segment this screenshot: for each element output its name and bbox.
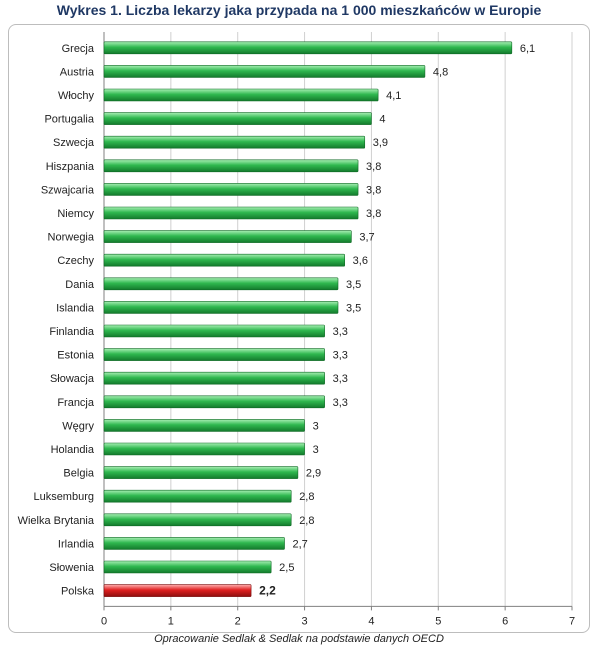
value-label: 3,9 xyxy=(373,137,388,149)
value-label: 4 xyxy=(379,114,385,126)
bar-dania xyxy=(103,277,339,291)
value-label: 3,5 xyxy=(346,302,361,314)
category-label: Belgia xyxy=(63,468,94,480)
bar-szwajcaria xyxy=(103,183,359,196)
bar-finlandia xyxy=(103,324,325,338)
category-label: Austria xyxy=(60,66,95,78)
category-label: Szwecja xyxy=(53,137,95,149)
bar-niemcy xyxy=(103,206,359,220)
value-label: 2,8 xyxy=(299,491,314,503)
value-label: 3 xyxy=(313,420,319,432)
category-label: Islandia xyxy=(56,302,95,314)
category-label: Hiszpania xyxy=(46,161,95,173)
category-label: Luksemburg xyxy=(33,491,94,503)
bar-islandia xyxy=(103,301,339,314)
category-label: Dania xyxy=(65,279,95,291)
value-label: 2,2 xyxy=(259,584,276,598)
bars xyxy=(103,41,513,597)
value-label: 4,1 xyxy=(386,90,401,102)
bar-włochy xyxy=(103,88,379,102)
bar-węgry xyxy=(103,419,305,432)
source-caption: Opracowanie Sedlak & Sedlak na podstawie… xyxy=(154,633,444,645)
x-tick-label: 4 xyxy=(368,615,374,627)
category-label: Norwegia xyxy=(48,232,95,244)
bar-irlandia xyxy=(103,537,285,550)
x-tick-label: 7 xyxy=(569,615,575,627)
category-label: Irlandia xyxy=(58,538,95,550)
category-label: Finlandia xyxy=(49,326,95,338)
category-label: Portugalia xyxy=(44,114,94,126)
value-label: 3 xyxy=(313,444,319,456)
value-label: 3,8 xyxy=(366,161,381,173)
category-label: Słowenia xyxy=(49,562,95,574)
bar-portugalia xyxy=(103,112,372,125)
bar-wielka-brytania xyxy=(103,513,292,527)
bar-austria xyxy=(103,65,426,78)
category-label: Czechy xyxy=(57,255,94,267)
value-label: 3,8 xyxy=(366,208,381,220)
labels: 0 1 2 3 4 5 6 7 Grecja 6,1 Austria 4,8 Włochy 4,1 Port… xyxy=(18,43,575,628)
value-label: 3,3 xyxy=(333,326,348,338)
x-tick-label: 3 xyxy=(302,615,308,627)
value-label: 3,5 xyxy=(346,279,361,291)
grid-lines xyxy=(103,32,573,611)
category-label: Niemcy xyxy=(57,208,94,220)
category-label: Holandia xyxy=(51,444,95,456)
x-tick-label: 0 xyxy=(101,615,107,627)
bar-francja xyxy=(103,395,325,409)
x-tick-label: 5 xyxy=(435,615,441,627)
category-label: Francja xyxy=(57,397,95,409)
bar-czechy xyxy=(103,253,345,267)
bar-norwegia xyxy=(103,230,352,243)
x-tick-label: 6 xyxy=(502,615,508,627)
value-label: 2,8 xyxy=(299,515,314,527)
value-label: 3,3 xyxy=(333,350,348,362)
category-label: Estonia xyxy=(57,350,95,362)
category-label: Szwajcaria xyxy=(41,184,95,196)
bar-belgia xyxy=(103,466,299,479)
category-label: Węgry xyxy=(62,420,94,432)
value-label: 3,6 xyxy=(353,255,368,267)
category-label: Grecja xyxy=(62,43,95,55)
bar-słowacja xyxy=(103,371,325,385)
category-label: Włochy xyxy=(58,90,95,102)
category-label: Słowacja xyxy=(50,373,95,385)
x-tick-label: 1 xyxy=(168,615,174,627)
bar-szwecja xyxy=(103,135,366,149)
category-label: Wielka Brytania xyxy=(18,515,95,527)
value-label: 6,1 xyxy=(520,43,535,55)
chart-title: Wykres 1. Liczba lekarzy jaka przypada n… xyxy=(56,2,542,18)
bar-hiszpania xyxy=(103,159,359,173)
category-label: Polska xyxy=(61,586,95,598)
bar-polska xyxy=(103,584,252,597)
value-label: 3,3 xyxy=(333,373,348,385)
bar-estonia xyxy=(103,348,325,361)
value-label: 2,7 xyxy=(293,538,308,550)
value-label: 3,8 xyxy=(366,184,381,196)
value-label: 3,7 xyxy=(359,232,374,244)
value-label: 2,5 xyxy=(279,562,294,574)
bar-słowenia xyxy=(103,560,272,574)
x-tick-label: 2 xyxy=(235,615,241,627)
value-label: 4,8 xyxy=(433,66,448,78)
bar-grecja xyxy=(103,41,513,55)
value-label: 2,9 xyxy=(306,468,321,480)
bar-luksemburg xyxy=(103,489,292,503)
value-label: 3,3 xyxy=(333,397,348,409)
bar-holandia xyxy=(103,442,305,456)
